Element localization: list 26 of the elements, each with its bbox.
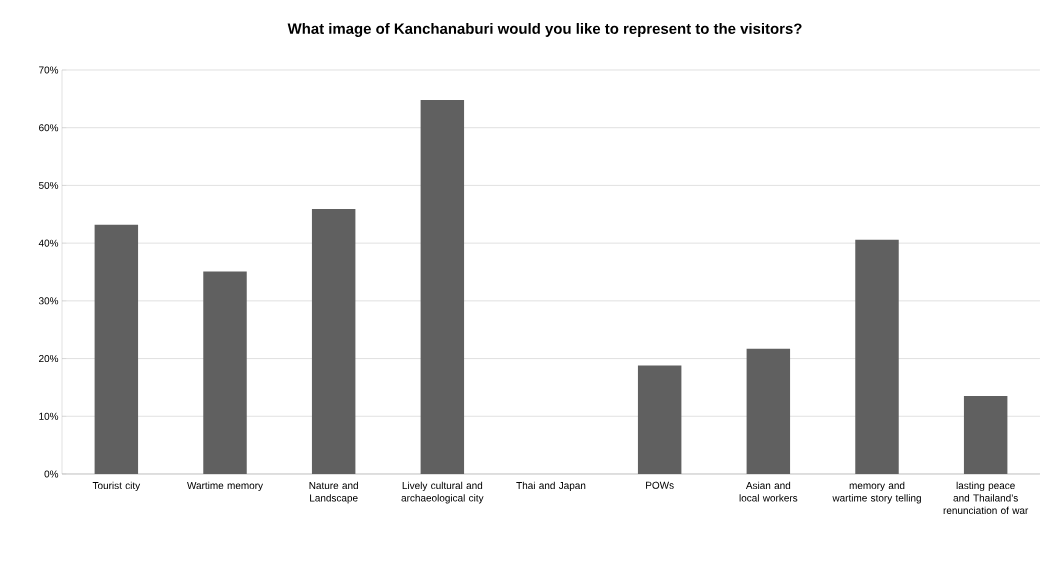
bar (94, 224, 139, 474)
x-tick-label: memory and wartime story telling (832, 481, 921, 504)
y-tick-label: 30% (38, 297, 59, 305)
bar (203, 271, 247, 474)
x-tick-label: Wartime memory (187, 481, 263, 492)
y-tick-label: 10% (39, 412, 59, 420)
x-tick-label: POWs (646, 481, 674, 489)
x-tick-label: lasting peace and Thailand’s renunciation of war (943, 481, 1029, 514)
bar (637, 365, 682, 474)
bar (963, 396, 1008, 474)
y-tick-label: 0% (44, 470, 59, 478)
y-tick-label: 50% (38, 181, 59, 189)
x-tick-label: Thai and Japan (516, 481, 586, 492)
y-tick-label: 70% (39, 66, 59, 74)
x-tick-label: Asian and local workers (739, 481, 798, 502)
bar (746, 348, 791, 474)
bar (311, 209, 356, 474)
y-tick-label: 60% (39, 124, 59, 132)
chart-title: What image of Kanchanaburi would you like to represent to the visitors? (287, 22, 802, 37)
x-tick-label: Nature and Landscape (309, 481, 358, 504)
y-tick-label: 40% (38, 239, 59, 247)
x-tick-label: Lively cultural and archaeological city (401, 481, 484, 504)
bar (855, 239, 899, 474)
bar (420, 100, 465, 474)
x-tick-label: Tourist city (92, 481, 141, 492)
y-tick-label: 20% (39, 355, 59, 363)
